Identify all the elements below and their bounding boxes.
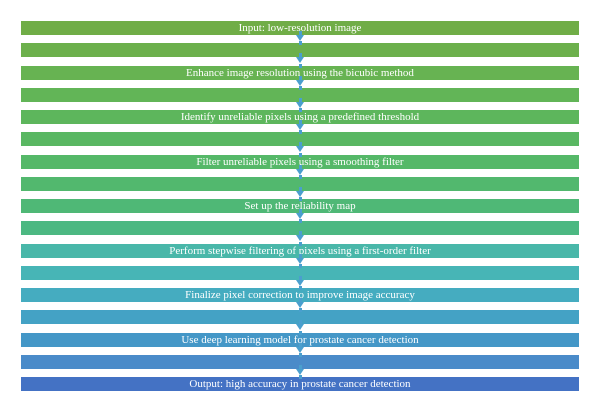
flow-arrow-stem (298, 53, 302, 58)
flow-step-label: Finalize pixel correction to improve ima… (185, 289, 415, 301)
flow-step-label: Output: high accuracy in prostate cancer… (189, 378, 411, 390)
flow-step: Filter unreliable pixels using a smoothi… (21, 154, 579, 169)
flow-step: Input: low-resolution image (21, 21, 579, 35)
down-arrow-icon (295, 124, 304, 130)
flow-step-label: Input: low-resolution image (238, 22, 362, 34)
flow-step-label: Enhance image resolution using the bicub… (186, 66, 414, 79)
flow-arrow-tail (298, 241, 302, 246)
down-arrow-icon (295, 346, 304, 353)
flow-connector-bar (21, 132, 579, 147)
down-arrow-icon (295, 279, 304, 286)
flow-arrow-tail (298, 130, 302, 135)
flow-step: Output: high accuracy in prostate cancer… (21, 377, 579, 391)
down-arrow-icon (295, 324, 304, 331)
flow-arrow-tail (298, 352, 302, 357)
flow-arrow-tail (298, 63, 302, 68)
flow-arrow-stem (298, 209, 302, 213)
flow-arrow-tail (298, 197, 302, 201)
flow-arrow-stem (298, 298, 302, 302)
down-arrow-icon (295, 257, 304, 264)
flow-arrow-tail (298, 263, 302, 268)
flow-arrow-stem (298, 253, 302, 258)
down-arrow-icon (295, 368, 304, 375)
flow-connector-bar (21, 87, 579, 102)
flow-arrow-tail (298, 219, 302, 224)
down-arrow-icon (295, 35, 304, 41)
flow-arrow-tail (298, 286, 302, 290)
flow-connector-bar (21, 310, 579, 325)
flow-arrow-stem (298, 320, 302, 325)
flow-connector-bar (21, 354, 579, 369)
down-arrow-icon (295, 302, 304, 308)
flow-step: Enhance image resolution using the bicub… (21, 65, 579, 80)
flow-arrow-stem (298, 186, 302, 191)
flow-arrow-tail (298, 375, 302, 379)
flow-arrow-stem (298, 75, 302, 80)
flow-arrow-tail (298, 41, 302, 46)
flow-step-label: Identify unreliable pixels using a prede… (180, 111, 420, 123)
flow-arrow-tail (298, 308, 302, 313)
down-arrow-icon (295, 190, 304, 197)
flow-step: Finalize pixel correction to improve ima… (21, 288, 579, 302)
flow-step-label: Set up the reliability map (244, 200, 356, 212)
flow-step-label: Filter unreliable pixels using a smoothi… (196, 155, 404, 168)
flow-arrow-tail (298, 330, 302, 335)
flow-connector-bar (21, 265, 579, 280)
flow-arrow-stem (298, 231, 302, 236)
flow-arrow-stem (298, 364, 302, 369)
flow-step-label: Use deep learning model for prostate can… (181, 333, 419, 346)
down-arrow-icon (295, 101, 304, 108)
flow-arrow-stem (298, 120, 302, 124)
flow-arrow-stem (298, 275, 302, 280)
flow-connector-bar (21, 221, 579, 236)
flow-arrow-stem (298, 164, 302, 169)
down-arrow-icon (295, 235, 304, 242)
down-arrow-icon (295, 146, 304, 153)
flow-arrow-tail (298, 85, 302, 90)
flow-arrow-stem (298, 142, 302, 147)
flow-step: Use deep learning model for prostate can… (21, 332, 579, 347)
flow-step: Set up the reliability map (21, 199, 579, 213)
flow-connector-bar (21, 43, 579, 58)
flow-step: Identify unreliable pixels using a prede… (21, 110, 579, 124)
flow-arrow-tail (298, 152, 302, 157)
down-arrow-icon (295, 57, 304, 64)
flow-step-label: Perform stepwise filtering of pixels usi… (169, 244, 431, 257)
flow-connector-bar (21, 176, 579, 191)
flow-arrow-stem (298, 97, 302, 102)
flow-arrow-tail (298, 174, 302, 179)
down-arrow-icon (295, 79, 304, 86)
flow-arrow-stem (298, 31, 302, 35)
flow-arrow-tail (298, 108, 302, 112)
flow-arrow-stem (298, 342, 302, 347)
down-arrow-icon (295, 168, 304, 175)
flow-step: Perform stepwise filtering of pixels usi… (21, 243, 579, 258)
down-arrow-icon (295, 213, 304, 219)
